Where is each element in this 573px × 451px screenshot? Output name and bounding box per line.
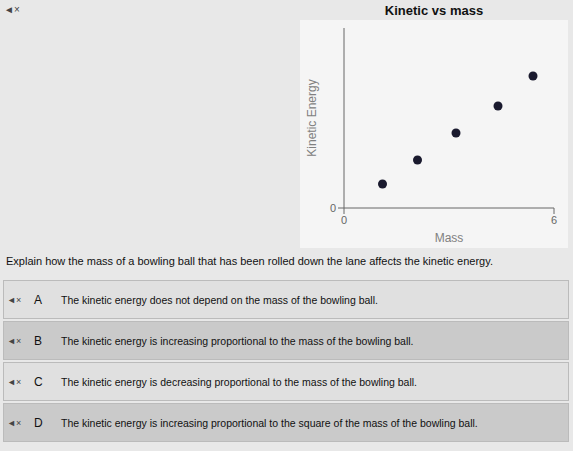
html-text:The kinetic energy is increasi: The kinetic energy is increasing proport… (61, 416, 478, 429)
svg-text:0: 0 (330, 202, 336, 214)
html-text:D: D (34, 415, 43, 430)
html-text:B: B (34, 333, 42, 348)
html-text:A: A (34, 292, 42, 307)
svg-text:Kinetic Energy: Kinetic Energy (305, 79, 319, 156)
svg-text:6: 6 (551, 214, 557, 226)
svg-text:0: 0 (341, 214, 347, 226)
html-text:The kinetic energy is increasi: The kinetic energy is increasing proport… (61, 334, 414, 347)
html-text:Explain how the mass of a bowl: Explain how the mass of a bowling ball t… (6, 255, 493, 267)
html-text:The kinetic energy is decreasi: The kinetic energy is decreasing proport… (61, 375, 417, 388)
html-text:C: C (34, 374, 43, 389)
html-text:The kinetic energy does not de: The kinetic energy does not depend on th… (61, 293, 378, 306)
html-text:Kinetic vs mass: Kinetic vs mass (384, 3, 484, 18)
svg-text:Mass: Mass (435, 231, 464, 245)
